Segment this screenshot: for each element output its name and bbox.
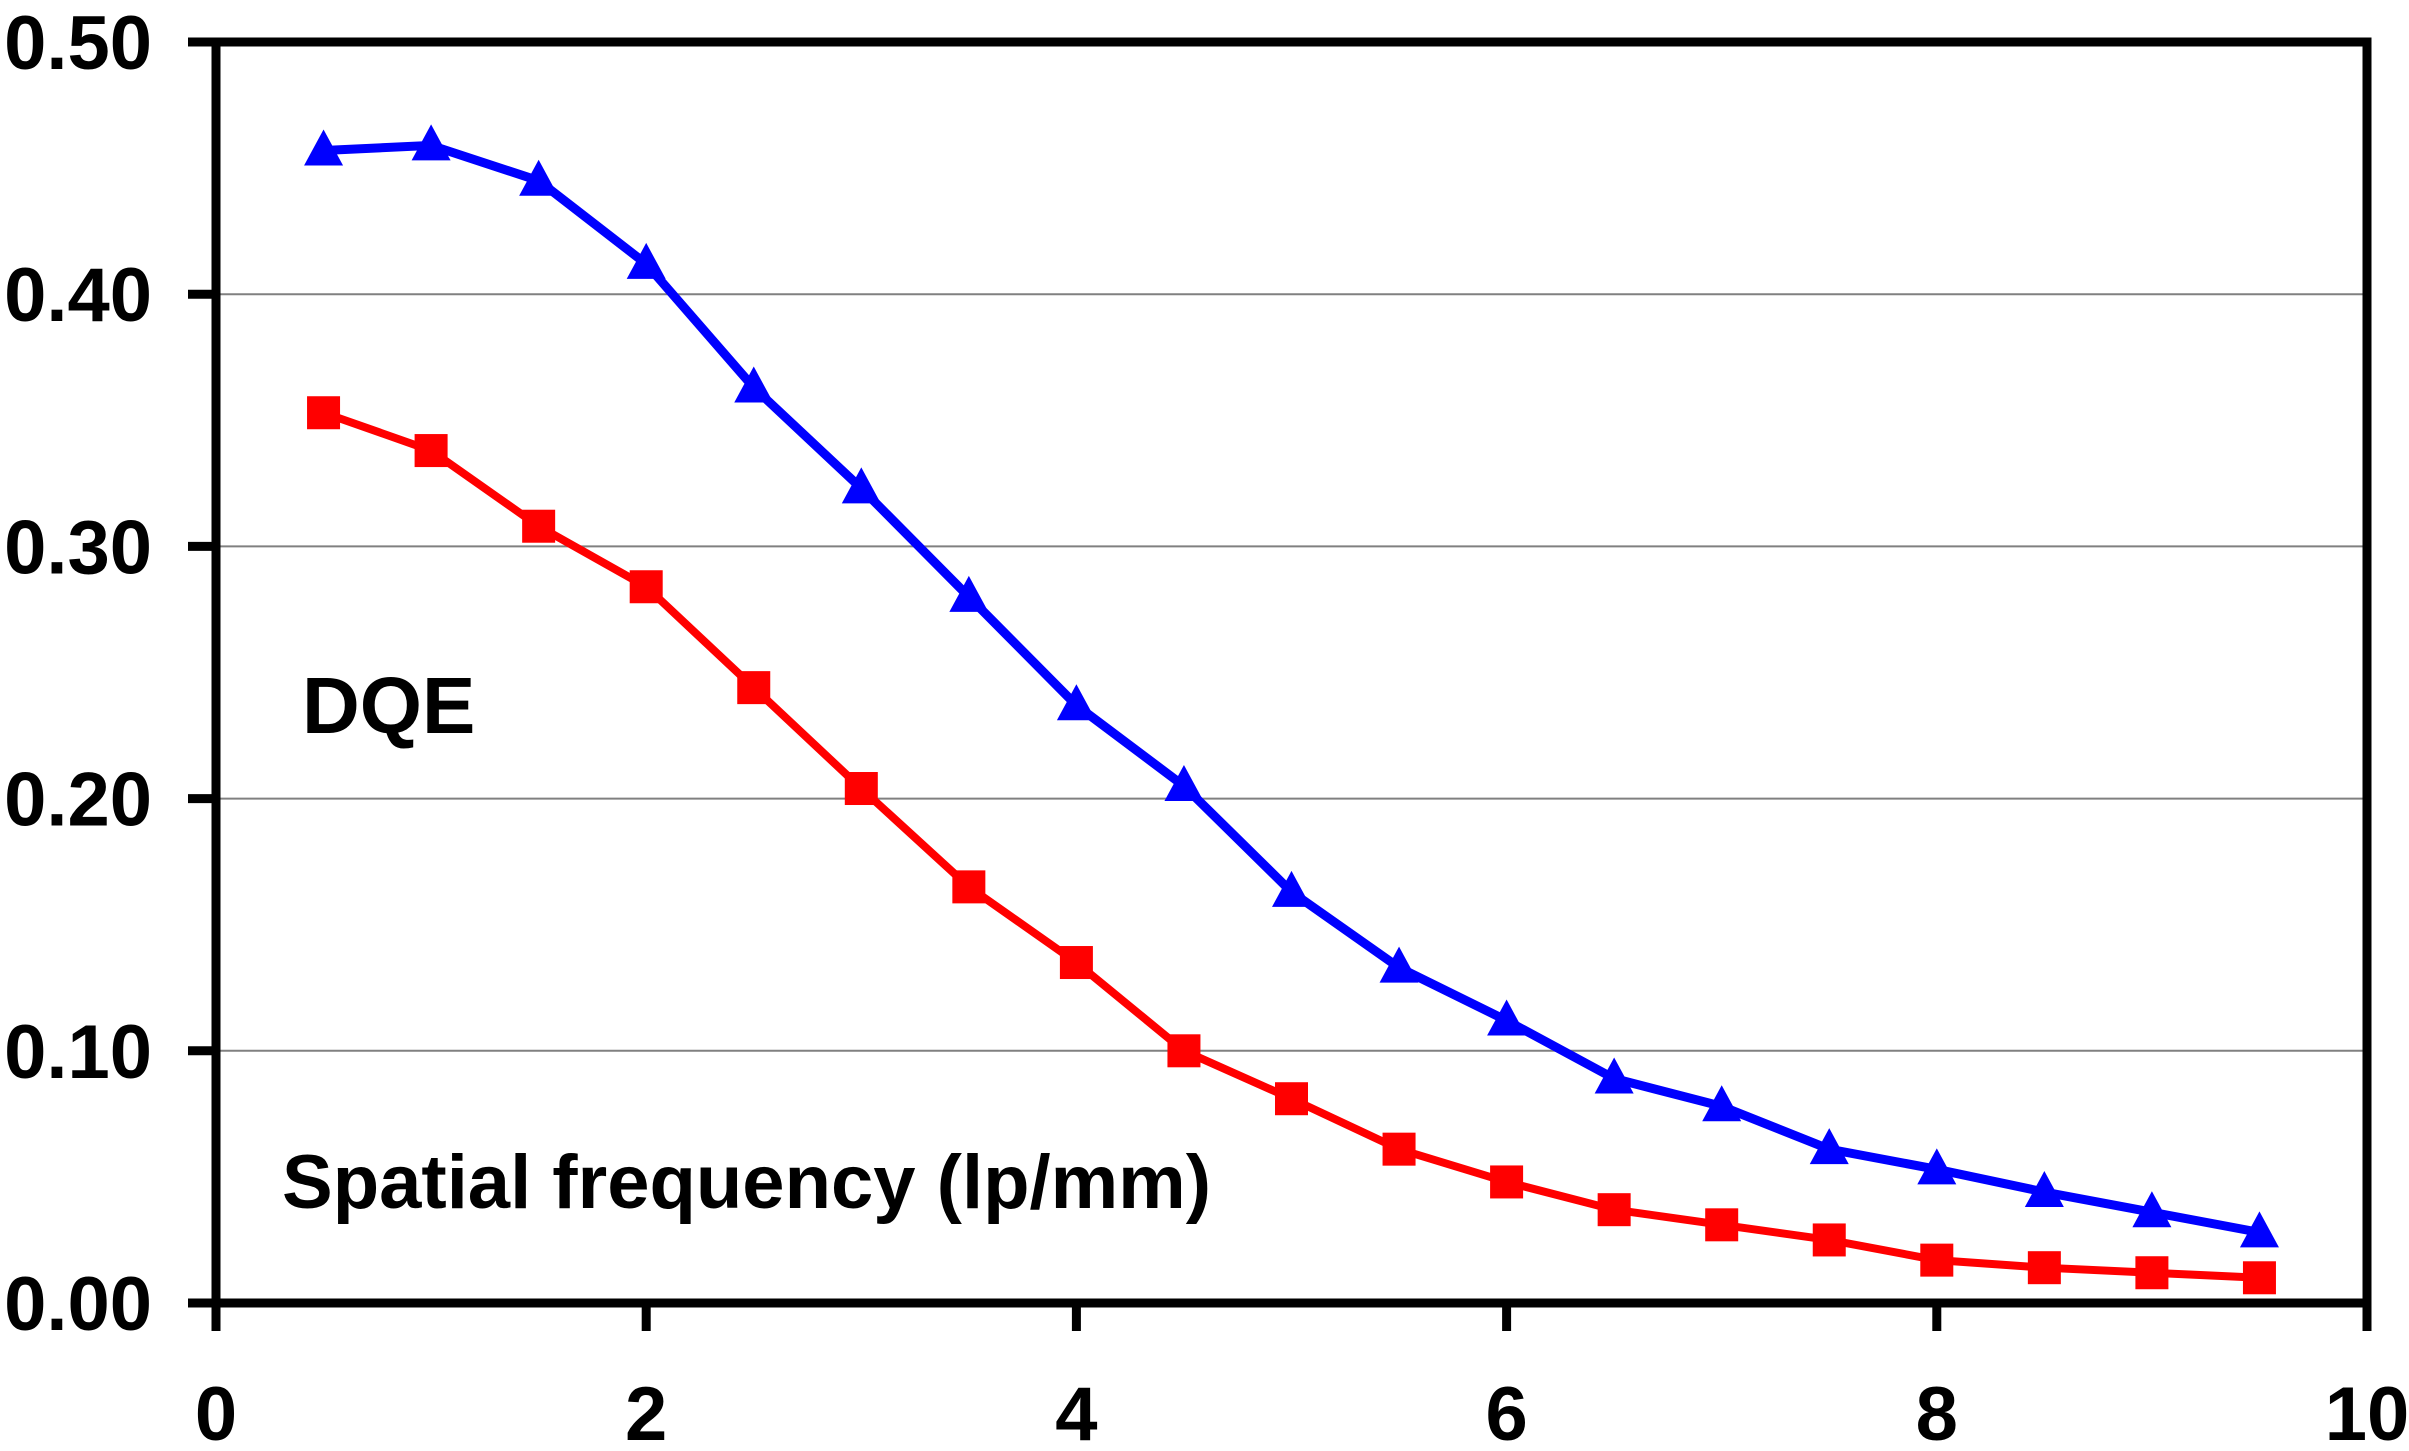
triangle-marker [1809,1128,1849,1165]
square-marker [1597,1193,1631,1227]
square-marker [1275,1082,1308,1116]
square-marker [844,772,878,806]
triangle-marker [2132,1191,2172,1228]
triangle-marker [1379,946,1419,983]
square-marker [952,870,986,904]
dqe-label: DQE [302,661,475,750]
triangle-marker [734,366,774,403]
y-tick-label: 0.30 [4,505,152,590]
triangle-marker [1917,1148,1957,1185]
square-marker [1705,1208,1739,1242]
square-marker [1920,1243,1954,1277]
x-tick-label: 4 [1055,1372,1097,1451]
square-marker [2135,1256,2169,1290]
triangle-marker [1056,684,1096,721]
y-tick-label: 0.50 [4,1,152,86]
triangle-marker [1164,764,1204,801]
x-tick-label: 2 [625,1372,667,1451]
square-marker [1490,1165,1524,1199]
x-tick-label: 6 [1485,1372,1527,1451]
blue-triangle-series-line [323,140,2261,1237]
square-marker [1167,1034,1201,1068]
square-marker [1382,1132,1416,1166]
square-marker [629,570,663,604]
square-marker [522,509,556,543]
x-axis-label: Spatial frequency (lp/mm) [282,1140,1211,1225]
x-tick-label: 0 [195,1372,237,1451]
triangle-marker [2239,1211,2279,1248]
y-tick-label: 0.10 [4,1010,152,1095]
triangle-marker [626,242,666,279]
plot-border [211,37,2372,1308]
triangle-marker [1272,870,1311,907]
x-tick-label: 10 [2325,1372,2409,1451]
square-marker [1812,1223,1846,1257]
square-marker [2027,1251,2061,1285]
y-tick-label: 0.00 [4,1262,152,1347]
square-marker [2242,1261,2276,1295]
square-marker [737,671,771,705]
y-tick-label: 0.40 [4,253,152,338]
square-marker [307,396,341,430]
triangle-marker [2024,1171,2064,1208]
square-marker [1059,946,1093,980]
triangle-marker [411,124,451,161]
grid-layer [216,293,2367,1052]
triangle-marker [519,159,559,196]
triangle-marker [1594,1057,1634,1094]
square-marker [414,434,448,468]
triangle-marker [1487,999,1527,1036]
series-layer [304,124,2279,1295]
triangle-marker [304,129,344,166]
axis-layer: 0.00 0.10 0.20 0.30 0.40 0.50 0 2 4 6 8 10 [4,1,2409,1451]
y-tick-label: 0.20 [4,758,152,843]
triangle-marker [1702,1085,1742,1122]
triangle-marker [949,575,989,612]
x-tick-label: 8 [1916,1372,1958,1451]
triangle-marker [841,467,881,504]
